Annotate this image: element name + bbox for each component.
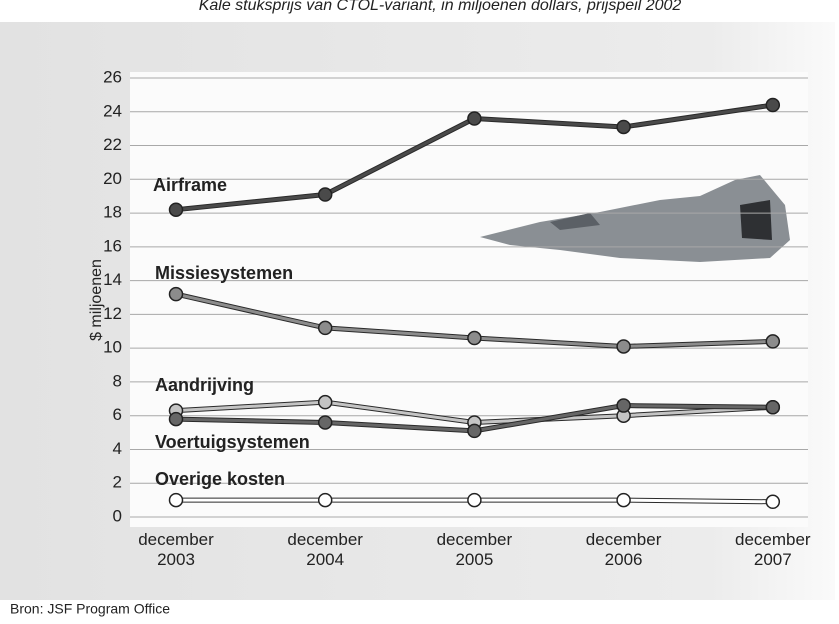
x-tick-label: december 2003 [138, 530, 214, 569]
data-point [616, 339, 631, 354]
data-point [317, 320, 333, 336]
y-tick-label: 22 [103, 135, 122, 154]
series-label: Voertuigsystemen [155, 432, 310, 452]
data-point [317, 394, 333, 410]
x-tick-label: december 2004 [287, 530, 363, 569]
y-tick-label: 2 [113, 473, 122, 492]
data-point [168, 286, 184, 302]
source: Bron: JSF Program Office [10, 601, 170, 617]
series-label: Overige kosten [155, 469, 285, 489]
subtitle: Kale stuksprijs van CTOL-variant, in mil… [199, 0, 682, 14]
y-tick-label: 20 [103, 169, 122, 188]
series-label: Aandrijving [155, 375, 254, 395]
series-label: Missiesystemen [155, 263, 293, 283]
y-tick-label: 16 [103, 236, 122, 255]
y-tick-label: 14 [103, 270, 122, 289]
data-point [168, 202, 184, 217]
x-tick-label: december 2006 [585, 530, 662, 569]
data-point [765, 494, 781, 510]
data-point [616, 119, 631, 135]
y-tick-label: 0 [113, 506, 122, 525]
x-tick-label: december 2007 [734, 530, 811, 569]
data-point [168, 492, 184, 508]
data-point [317, 492, 333, 508]
y-tick-label: 8 [113, 371, 122, 390]
data-point [467, 423, 482, 439]
y-tick-label: 6 [113, 405, 122, 424]
y-tick-label: 26 [103, 67, 122, 86]
data-point [765, 400, 781, 415]
data-point [616, 398, 631, 413]
plot-area [130, 72, 808, 527]
y-tick-label: 24 [103, 101, 122, 120]
x-tick-label: december 2005 [436, 530, 513, 569]
y-tick-label: 10 [103, 338, 122, 357]
data-point [765, 334, 781, 349]
y-tick-label: 18 [103, 203, 122, 222]
data-point [467, 111, 482, 126]
data-point [317, 415, 333, 430]
data-point [168, 411, 184, 427]
y-axis-label: $ miljoenen [88, 259, 105, 341]
jet-image [480, 175, 790, 262]
y-tick-label: 12 [103, 304, 122, 323]
series-label: Airframe [153, 175, 227, 195]
data-point [467, 330, 482, 346]
data-point [765, 97, 781, 113]
data-point [616, 492, 631, 508]
data-point [317, 187, 333, 202]
y-tick-label: 4 [113, 439, 122, 458]
data-point [467, 492, 482, 508]
